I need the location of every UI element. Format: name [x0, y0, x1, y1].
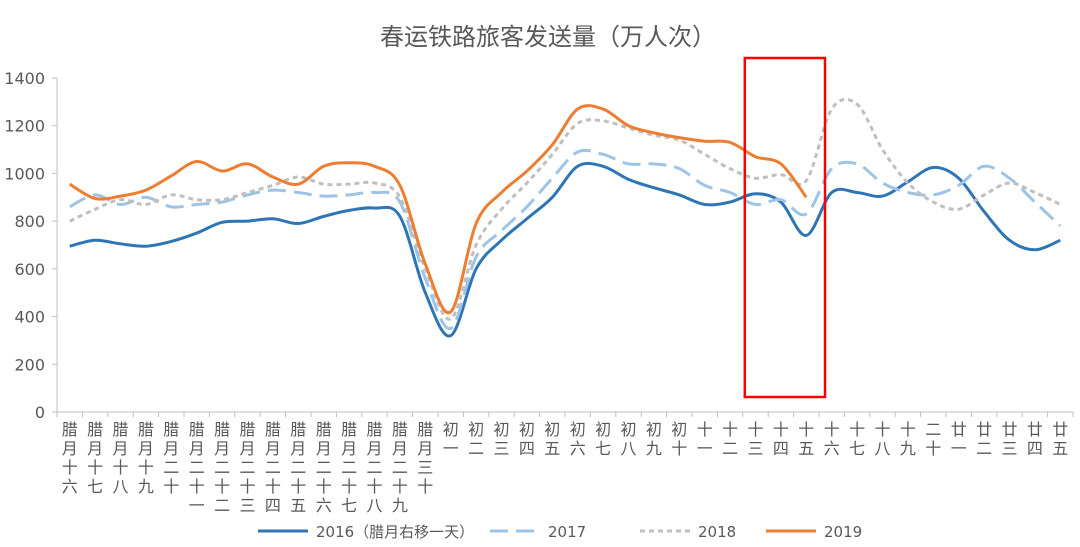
x-tick-label: 腊月十九	[138, 420, 154, 496]
series-line-2019	[68, 104, 808, 315]
x-tick-label: 腊月二十九	[392, 420, 408, 515]
x-tick-label: 十六	[824, 420, 840, 458]
legend-item: 2016（腊月右移一天）	[258, 523, 474, 541]
x-tick-label: 初六	[570, 420, 586, 458]
x-tick-label: 腊月二十一	[189, 420, 205, 515]
x-tick-label: 十九	[900, 420, 916, 458]
legend-label: 2018	[698, 523, 736, 541]
x-tick-label: 十二	[722, 420, 738, 458]
legend-item: 2017	[490, 523, 586, 541]
y-tick-label: 1400	[4, 69, 45, 88]
series-line-2017	[68, 148, 1062, 331]
x-tick-label: 腊月十八	[112, 420, 128, 496]
x-tick-label: 腊月二十八	[366, 420, 382, 515]
x-tick-label: 二十	[925, 420, 941, 458]
x-tick-label: 腊月二十	[163, 420, 179, 496]
x-tick-label: 腊月十七	[87, 420, 103, 496]
chart-title: 春运铁路旅客发送量（万人次）	[380, 23, 716, 51]
x-tick-label: 初四	[519, 420, 535, 458]
y-tick-label: 1000	[4, 164, 45, 183]
x-tick-label: 十七	[849, 420, 865, 458]
x-tick-label: 廿五	[1052, 420, 1068, 458]
x-tick-label: 腊月三十	[417, 420, 433, 496]
x-tick-label: 初五	[544, 420, 560, 458]
x-tick-label: 腊月二十二	[214, 420, 230, 515]
x-tick-label: 十五	[798, 420, 814, 458]
legend-label: 2016（腊月右移一天）	[316, 523, 474, 541]
y-tick-label: 600	[14, 260, 45, 279]
x-tick-label: 腊月二十四	[265, 420, 281, 515]
legend-item: 2018	[640, 523, 736, 541]
y-tick-label: 1200	[4, 117, 45, 136]
series-line-2018	[69, 97, 1061, 321]
y-tick-label: 400	[14, 308, 45, 327]
series-line-2016	[69, 161, 1061, 338]
y-tick-label: 200	[14, 355, 45, 374]
x-tick-label: 十八	[874, 420, 890, 458]
x-tick-label: 廿一	[951, 420, 967, 458]
x-tick-label: 十四	[773, 420, 789, 458]
x-tick-label: 初二	[468, 420, 484, 458]
legend-item: 2019	[766, 523, 862, 541]
y-tick-label: 800	[14, 212, 45, 231]
x-tick-label: 初十	[671, 420, 687, 458]
x-tick-label: 廿四	[1027, 420, 1043, 458]
x-tick-label: 廿三	[1001, 420, 1017, 458]
x-tick-label: 十三	[747, 420, 763, 458]
x-tick-label: 初一	[443, 420, 459, 458]
legend-label: 2017	[548, 523, 586, 541]
x-tick-label: 初三	[493, 420, 509, 458]
x-tick-label: 十一	[697, 420, 713, 458]
legend-label: 2019	[824, 523, 862, 541]
highlight-box	[743, 56, 827, 399]
x-tick-label: 初八	[620, 420, 636, 458]
x-tick-label: 腊月二十五	[290, 420, 306, 515]
x-tick-label: 初九	[646, 420, 662, 458]
x-tick-label: 初七	[595, 420, 611, 458]
x-tick-label: 廿二	[976, 420, 992, 458]
x-tick-label: 腊月十六	[62, 420, 78, 496]
x-tick-label: 腊月二十六	[316, 420, 332, 515]
x-tick-label: 腊月二十七	[341, 420, 357, 515]
y-tick-label: 0	[35, 403, 45, 422]
x-tick-label: 腊月二十三	[239, 420, 255, 515]
